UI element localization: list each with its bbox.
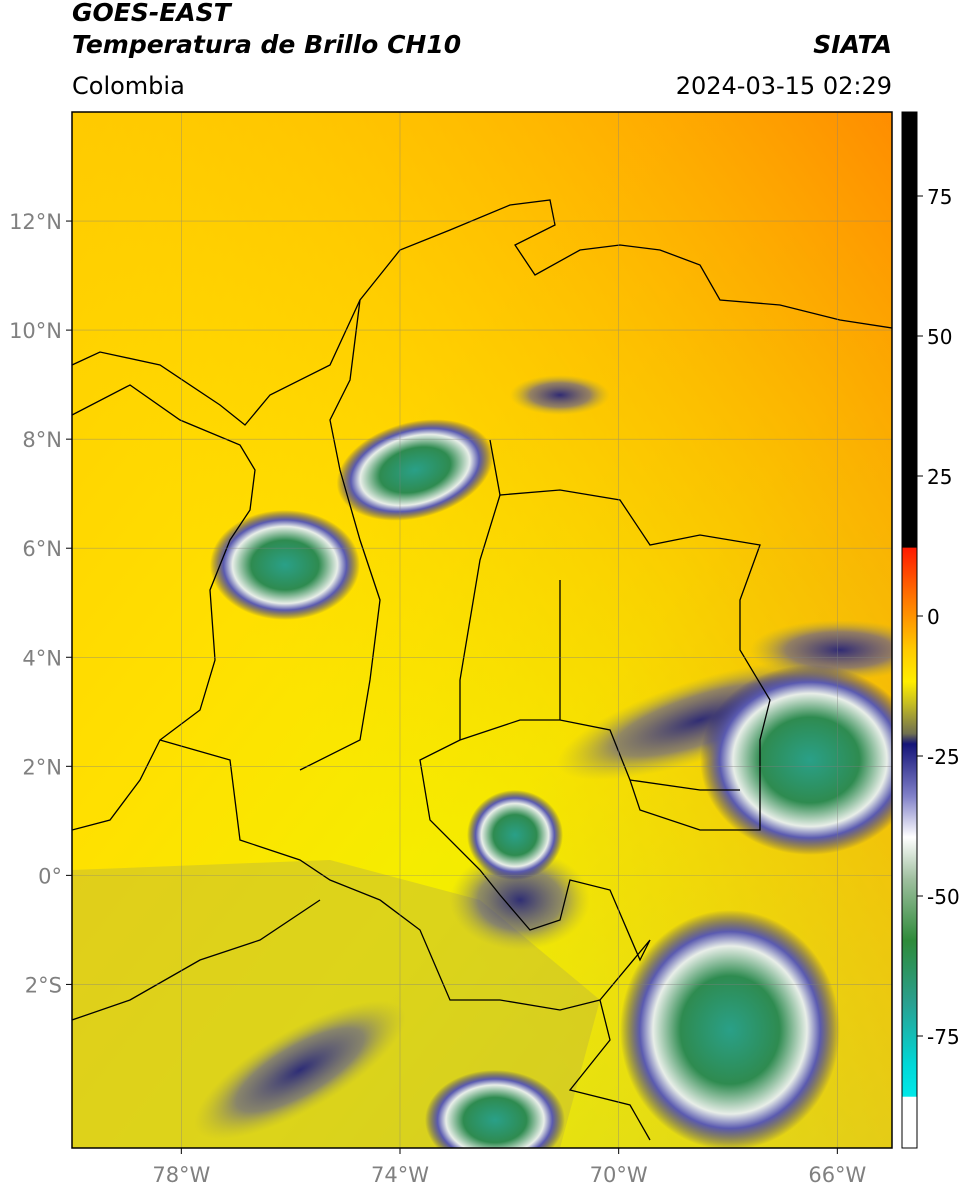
- lon-tick-label: 70°W: [590, 1163, 648, 1187]
- colorbar-tick-label: 0: [927, 605, 940, 629]
- colorbar-tick-label: -25: [927, 745, 960, 769]
- colorbar-tick-label: 75: [927, 185, 952, 209]
- lat-tick-label: 8°N: [22, 428, 62, 452]
- colorbar-tick-label: -75: [927, 1025, 960, 1049]
- lat-tick-label: 2°N: [22, 755, 62, 779]
- product-title: Temperatura de Brillo CH10: [72, 30, 462, 59]
- lon-tick-label: 74°W: [371, 1163, 429, 1187]
- satellite-title: GOES-EAST: [72, 0, 231, 27]
- agency-label: SIATA: [813, 30, 892, 59]
- lat-tick-label: 6°N: [22, 537, 62, 561]
- lat-tick-label: 12°N: [9, 210, 62, 234]
- lat-tick-label: 2°S: [25, 973, 62, 997]
- lon-tick-label: 66°W: [808, 1163, 866, 1187]
- graticule: [72, 112, 892, 1148]
- colorbar: [901, 111, 918, 1149]
- colorbar-tick-label: 25: [927, 465, 952, 489]
- longitude-labels: 78°W 74°W 70°W 66°W: [152, 1148, 867, 1187]
- region-label: Colombia: [72, 72, 185, 100]
- map-imagery: [72, 112, 892, 1148]
- lat-tick-label: 0°: [38, 864, 62, 888]
- country-borders: [72, 199, 892, 1141]
- datetime-label: 2024-03-15 02:29: [675, 72, 892, 100]
- map-frame: [71, 111, 893, 1149]
- lat-tick-label: 4°N: [22, 646, 62, 670]
- colorbar-ticks: 75 50 25 0 -25 -50 -75: [917, 185, 960, 1049]
- lon-tick-label: 78°W: [152, 1163, 210, 1187]
- colorbar-tick-label: -50: [927, 885, 960, 909]
- colorbar-tick-label: 50: [927, 325, 952, 349]
- lat-tick-label: 10°N: [9, 319, 62, 343]
- latitude-labels: 12°N 10°N 8°N 6°N 4°N 2°N 0° 2°S: [9, 210, 72, 997]
